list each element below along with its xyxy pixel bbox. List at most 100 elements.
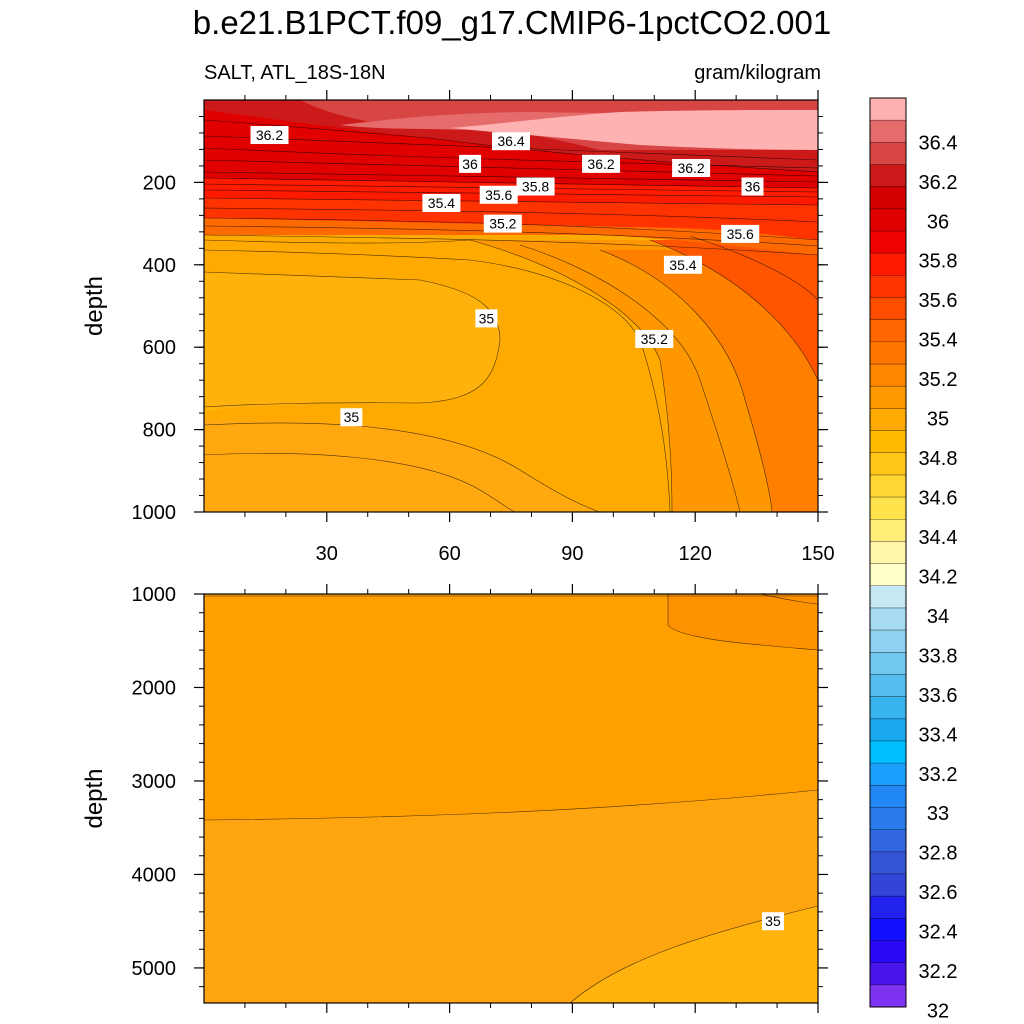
upper-x-tick-label: 60	[438, 543, 460, 565]
colorbar-swatch	[870, 142, 906, 165]
colorbar-label: 36	[927, 211, 949, 233]
colorbar-label: 35.2	[919, 369, 958, 391]
colorbar-swatch	[870, 231, 906, 254]
colorbar-label: 34.8	[919, 448, 958, 470]
svg-text:36: 36	[745, 179, 761, 195]
colorbar-swatch	[870, 918, 906, 941]
svg-text:35.6: 35.6	[727, 226, 754, 242]
upper-y-tick-label: 600	[143, 337, 176, 359]
chart-title: b.e21.B1PCT.f09_g17.CMIP6-1pctCO2.001	[192, 4, 832, 41]
colorbar-swatch	[870, 452, 906, 476]
svg-text:35: 35	[344, 409, 360, 425]
colorbar-swatch	[870, 275, 906, 298]
lower-y-tick-label: 1000	[132, 584, 177, 606]
colorbar-swatch	[870, 607, 906, 631]
colorbar-label: 33.2	[919, 764, 958, 786]
upper-contour-label: 35.4	[663, 255, 702, 274]
colorbar-swatch	[870, 896, 906, 919]
upper-contour-label: 35.4	[422, 194, 461, 212]
fill-36-5	[450, 110, 818, 150]
upper-y-tick-label: 1000	[132, 502, 177, 524]
colorbar-swatch	[870, 186, 906, 210]
colorbar-swatch	[870, 364, 906, 387]
upper-contour-label: 36.2	[672, 158, 711, 177]
upper-plot-frame	[203, 99, 819, 513]
upper-contour-label: 36	[741, 177, 764, 196]
colorbar-label: 36.2	[919, 172, 958, 194]
colorbar-swatch	[870, 120, 906, 143]
colorbar-label: 33	[927, 803, 949, 825]
lower-y-tick-label: 2000	[132, 677, 177, 699]
colorbar-swatch	[870, 740, 906, 764]
upper-contour-label: 35.2	[483, 214, 522, 233]
colorbar-label: 32.2	[919, 961, 958, 983]
upper-x-tick-label: 150	[801, 543, 834, 565]
lower-panel	[204, 594, 818, 1003]
upper-contour-label: 35	[475, 309, 498, 328]
lower-y-tick-label: 5000	[132, 958, 177, 980]
svg-text:35.2: 35.2	[641, 331, 668, 347]
colorbar-swatch	[870, 164, 906, 188]
colorbar-frame	[869, 97, 907, 1008]
colorbar-swatch	[870, 519, 906, 542]
colorbar-swatch	[870, 408, 906, 431]
upper-contour-label: 35.6	[479, 185, 518, 204]
upper-x-tick-label: 90	[561, 543, 583, 565]
colorbar-swatch	[870, 940, 906, 964]
colorbar-label: 36.4	[919, 132, 958, 154]
lower-plot-frame	[203, 593, 819, 1004]
colorbar-swatch	[870, 297, 906, 321]
colorbar-label: 35	[927, 409, 949, 431]
colorbar-swatch	[870, 497, 906, 520]
svg-text:36.2: 36.2	[677, 160, 704, 176]
upper-y-tick-label: 800	[143, 420, 176, 442]
colorbar-swatch	[870, 208, 906, 232]
upper-x-tick-label: 120	[679, 543, 712, 565]
colorbar-swatch	[870, 829, 906, 853]
upper-panel	[204, 100, 818, 512]
colorbar-swatch	[870, 430, 906, 454]
svg-text:36.2: 36.2	[587, 156, 614, 172]
colorbar-label: 32	[927, 1001, 949, 1023]
colorbar-label: 35.8	[919, 251, 958, 273]
upper-contour-label: 35.6	[721, 224, 760, 243]
upper-contour-label: 35.2	[635, 329, 674, 348]
colorbar-label: 34.6	[919, 488, 958, 510]
svg-text:35.6: 35.6	[485, 187, 512, 203]
colorbar-swatch	[870, 873, 906, 897]
colorbar-swatch	[870, 98, 906, 121]
svg-text:35: 35	[479, 310, 495, 326]
lower-y-tick-label: 3000	[132, 771, 177, 793]
colorbar-swatch	[870, 474, 906, 498]
colorbar-swatch	[870, 696, 906, 720]
colorbar-swatch	[870, 763, 906, 786]
colorbar-swatch	[870, 341, 906, 365]
upper-y-axis-label: depth	[81, 276, 108, 336]
lower-y-tick-label: 4000	[132, 864, 177, 886]
colorbar-label: 35.4	[919, 330, 958, 352]
upper-contour-label: 35.8	[516, 177, 555, 196]
colorbar-swatch	[870, 807, 906, 831]
svg-text:35.2: 35.2	[489, 216, 516, 232]
colorbar-label: 33.6	[919, 685, 958, 707]
colorbar-swatch	[870, 585, 906, 609]
upper-y-tick-label: 200	[143, 172, 176, 194]
upper-contour-label: 36.4	[492, 132, 530, 151]
upper-x-tick-label: 30	[316, 543, 338, 565]
lower-fill-35-2	[668, 594, 818, 650]
colorbar-swatch	[870, 630, 906, 653]
units-label: gram/kilogram	[694, 62, 821, 84]
svg-text:36.4: 36.4	[497, 133, 524, 149]
colorbar-swatch	[870, 253, 906, 276]
upper-contour-label: 35	[340, 408, 363, 427]
colorbar-label: 32.4	[919, 922, 958, 944]
colorbar-swatch	[870, 718, 906, 742]
upper-contour-label: 36.2	[582, 154, 621, 173]
colorbar-swatch	[870, 563, 906, 587]
upper-contour-label: 36.2	[250, 126, 289, 145]
upper-y-tick-label: 400	[143, 255, 176, 277]
svg-text:36: 36	[462, 156, 478, 172]
contour-labels: 36.2 36.4 36 36.2 36.2 36 35.8 35.6 35.4 35.2 35.6…	[250, 126, 784, 931]
colorbar-label: 32.6	[919, 882, 958, 904]
